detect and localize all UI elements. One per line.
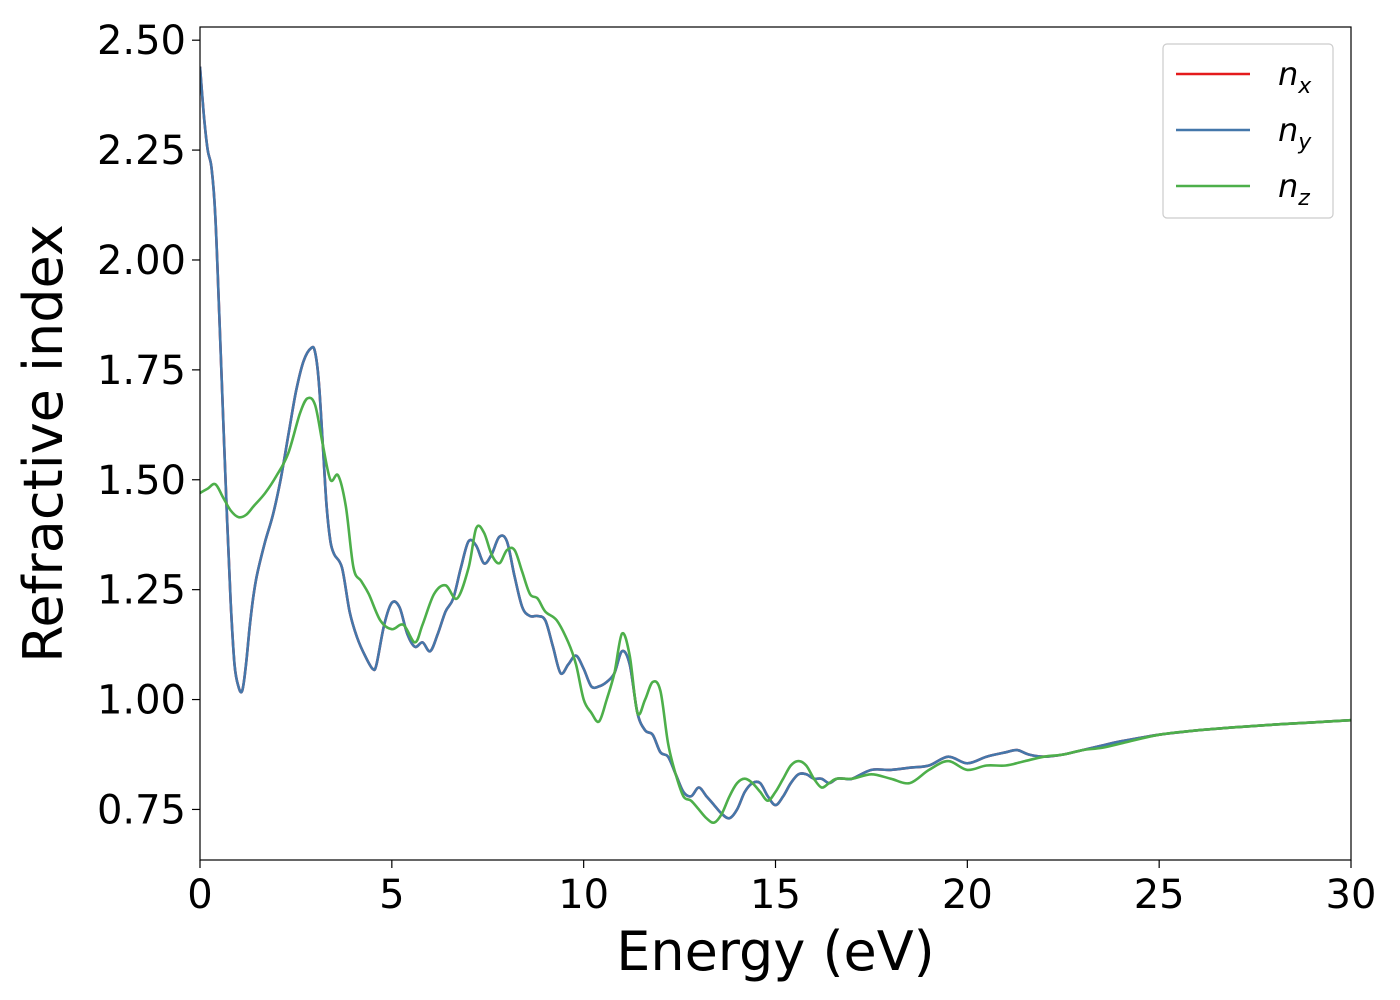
series-lines — [200, 66, 1351, 825]
x-tick-label: 15 — [750, 872, 801, 918]
x-tick-label: 25 — [1134, 872, 1185, 918]
legend-label-n-z: nz — [1278, 167, 1310, 211]
series-line-n-y — [200, 66, 1351, 820]
y-tick-label: 1.75 — [97, 348, 186, 394]
x-tick-label: 0 — [187, 872, 212, 918]
y-tick-label: 1.50 — [97, 458, 186, 504]
y-axis-label: Refractive index — [12, 224, 75, 663]
y-axis-ticks: 0.75 1.00 1.25 1.50 1.75 2.00 2.25 2.50 — [97, 18, 200, 833]
y-tick-label: 2.25 — [97, 128, 186, 174]
legend-label-main: n — [1278, 55, 1298, 93]
y-tick-label: 1.25 — [97, 568, 186, 614]
y-tick-label: 1.00 — [97, 678, 186, 724]
x-axis-ticks: 0 5 10 15 20 25 30 — [187, 860, 1376, 918]
series-line-n-z — [200, 396, 1351, 825]
x-tick-label: 20 — [942, 872, 993, 918]
y-tick-label: 2.50 — [97, 18, 186, 64]
legend-label-main: n — [1278, 167, 1298, 205]
x-tick-label: 30 — [1326, 872, 1377, 918]
y-tick-label: 0.75 — [97, 787, 186, 833]
legend-label-subscript: z — [1297, 186, 1310, 211]
legend-label-subscript: y — [1297, 130, 1312, 155]
y-tick-label: 2.00 — [97, 238, 186, 284]
legend-label-n-x: nx — [1278, 55, 1312, 99]
x-tick-label: 10 — [558, 872, 609, 918]
legend-label-subscript: x — [1297, 74, 1312, 99]
x-tick-label: 5 — [379, 872, 404, 918]
legend-label-main: n — [1278, 111, 1298, 149]
x-axis-label: Energy (eV) — [616, 920, 935, 983]
legend-label-n-y: ny — [1278, 111, 1312, 155]
